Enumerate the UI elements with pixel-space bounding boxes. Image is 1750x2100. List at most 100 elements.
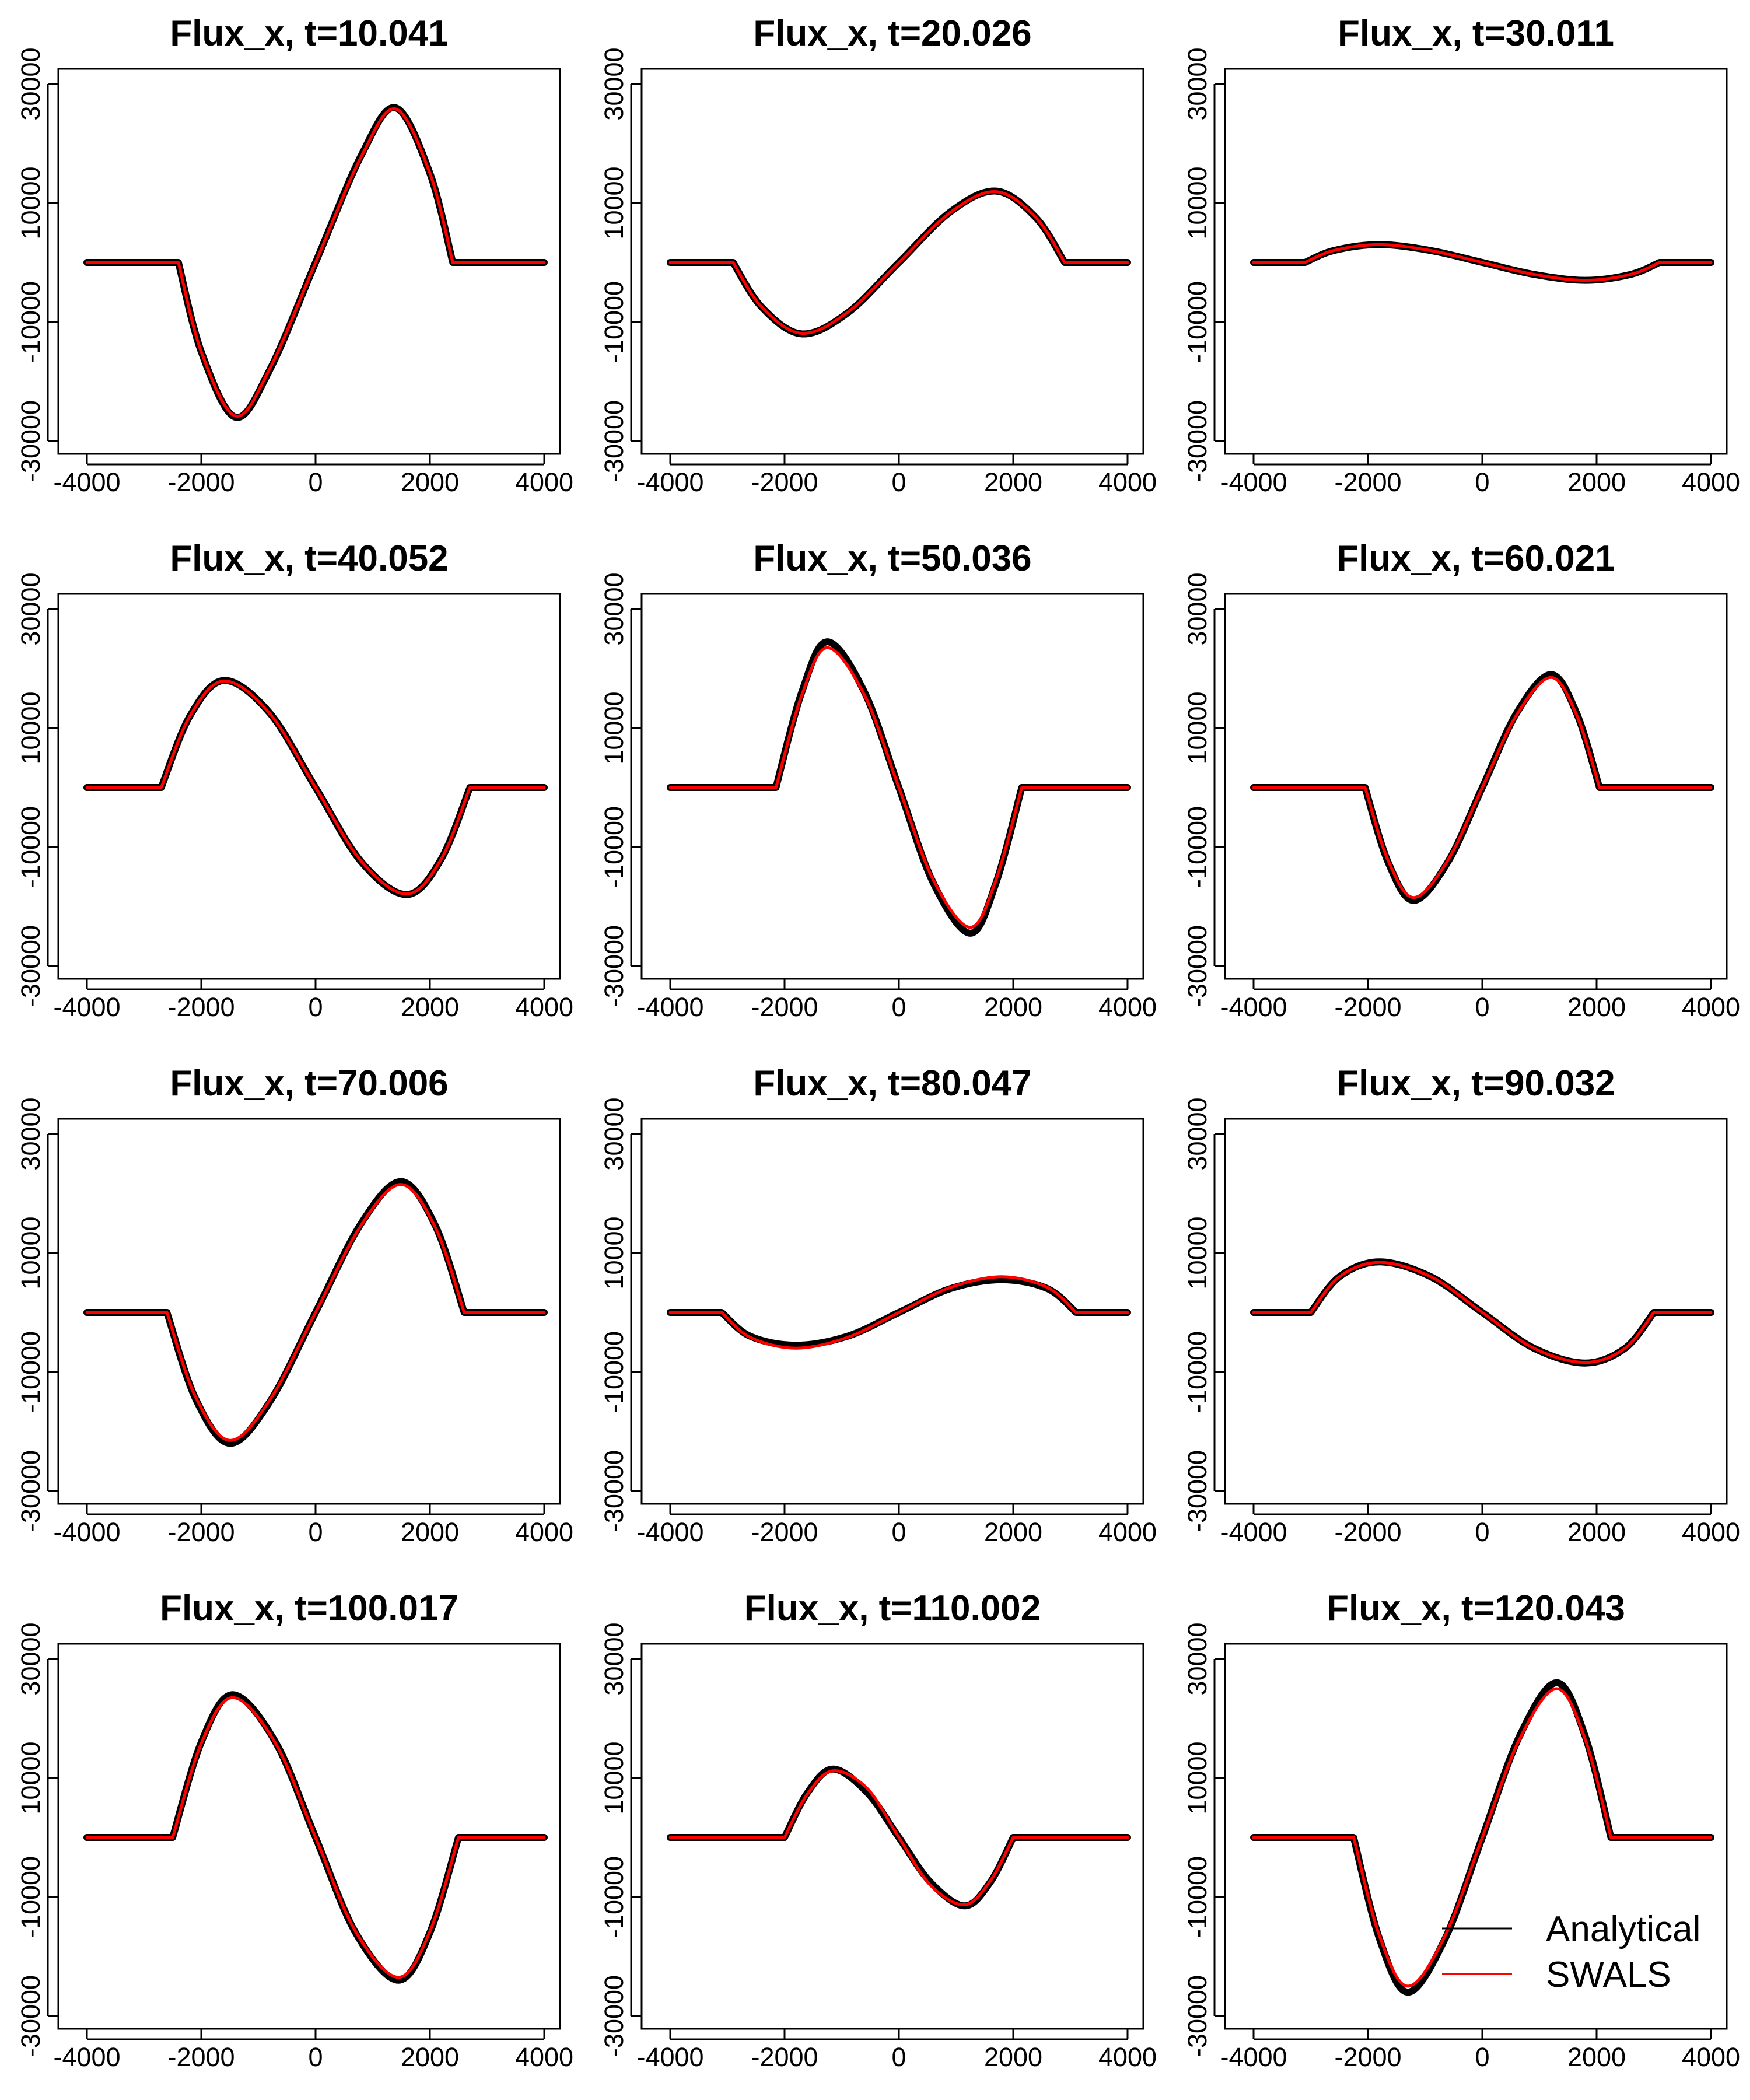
x-tick-label: -2000 bbox=[167, 992, 235, 1022]
x-tick-label: -2000 bbox=[167, 467, 235, 497]
x-tick-label: 0 bbox=[1475, 992, 1489, 1022]
x-tick-label: 0 bbox=[891, 1517, 906, 1547]
y-tick-label: 30000 bbox=[599, 572, 629, 645]
x-tick-label: -2000 bbox=[751, 467, 818, 497]
panel-title: Flux_x, t=30.011 bbox=[1338, 13, 1614, 54]
y-tick-label: 10000 bbox=[16, 691, 46, 764]
panel-6: Flux_x, t=60.021 -4000 -2000 0 2000 4000 -3000… bbox=[1182, 538, 1740, 1022]
x-tick-label: -2000 bbox=[1334, 992, 1401, 1022]
x-tick-label: 4000 bbox=[515, 992, 573, 1022]
x-tick-label: 0 bbox=[308, 992, 323, 1022]
panel-title: Flux_x, t=90.032 bbox=[1336, 1063, 1615, 1104]
y-tick-label: -30000 bbox=[599, 1975, 629, 2057]
x-tick-label: -4000 bbox=[636, 992, 704, 1022]
y-tick-label: 10000 bbox=[599, 1216, 629, 1289]
x-tick-label: 4000 bbox=[1682, 467, 1740, 497]
y-tick-label: -30000 bbox=[599, 400, 629, 482]
y-tick-label: -10000 bbox=[1182, 1331, 1212, 1413]
x-tick-label: 4000 bbox=[1098, 2042, 1157, 2072]
x-tick-label: -2000 bbox=[167, 1517, 235, 1547]
plot-frame bbox=[640, 1643, 1144, 2030]
y-tick-label: -30000 bbox=[1182, 400, 1212, 482]
x-tick-label: 0 bbox=[1475, 467, 1489, 497]
panel-8: Flux_x, t=80.047 -4000 -2000 0 2000 4000 -3000… bbox=[599, 1063, 1157, 1547]
x-tick-label: 4000 bbox=[1682, 992, 1740, 1022]
x-tick-label: 0 bbox=[308, 2042, 323, 2072]
series-line-swals bbox=[1252, 1687, 1713, 1988]
plot-frame bbox=[640, 68, 1144, 455]
series-line-swals bbox=[668, 1275, 1129, 1350]
x-tick-label: 2000 bbox=[1567, 992, 1626, 1022]
y-tick-label: 10000 bbox=[1182, 1216, 1212, 1289]
y-tick-label: 30000 bbox=[1182, 572, 1212, 645]
x-tick-label: 2000 bbox=[1567, 2042, 1626, 2072]
x-tick-label: -2000 bbox=[1334, 467, 1401, 497]
y-tick-label: -30000 bbox=[1182, 925, 1212, 1007]
y-tick-label: 30000 bbox=[16, 47, 46, 120]
x-tick-label: -4000 bbox=[1220, 467, 1287, 497]
x-tick-label: 0 bbox=[891, 467, 906, 497]
y-tick-label: 10000 bbox=[16, 1216, 46, 1289]
y-tick-label: 10000 bbox=[16, 166, 46, 239]
x-tick-label: 4000 bbox=[515, 1517, 573, 1547]
series-line-swals bbox=[85, 107, 546, 418]
x-tick-label: 0 bbox=[891, 992, 906, 1022]
legend-label: SWALS bbox=[1546, 1955, 1671, 1995]
series-line-swals bbox=[1252, 1261, 1713, 1364]
x-tick-label: -2000 bbox=[167, 2042, 235, 2072]
x-tick-label: -4000 bbox=[636, 2042, 704, 2072]
panel-title: Flux_x, t=120.043 bbox=[1326, 1588, 1625, 1629]
series-line-swals bbox=[85, 1696, 546, 1979]
x-tick-label: 2000 bbox=[401, 2042, 459, 2072]
panel-title: Flux_x, t=10.041 bbox=[170, 13, 448, 54]
panel-10: Flux_x, t=100.017 -4000 -2000 0 2000 4000 -300… bbox=[16, 1588, 573, 2072]
series-line-swals bbox=[85, 1183, 546, 1442]
panel-title: Flux_x, t=60.021 bbox=[1336, 538, 1615, 579]
y-tick-label: -10000 bbox=[599, 806, 629, 888]
panel-12: Flux_x, t=120.043 -4000 -2000 0 2000 4000 -300… bbox=[1182, 1588, 1740, 2072]
panel-1: Flux_x, t=10.041 -4000 -2000 0 2000 4000 -3000… bbox=[16, 13, 573, 497]
y-tick-label: -10000 bbox=[16, 1331, 46, 1413]
y-tick-label: -10000 bbox=[1182, 1856, 1212, 1938]
plot-frame bbox=[57, 593, 561, 980]
legend: Analytical SWALS bbox=[1442, 1909, 1700, 1995]
y-tick-label: -30000 bbox=[599, 1450, 629, 1532]
x-tick-label: -4000 bbox=[636, 1517, 704, 1547]
panel-5: Flux_x, t=50.036 -4000 -2000 0 2000 4000 -3000… bbox=[599, 538, 1157, 1022]
x-tick-label: -4000 bbox=[53, 1517, 120, 1547]
y-tick-label: -10000 bbox=[1182, 806, 1212, 888]
y-tick-label: 10000 bbox=[599, 1741, 629, 1814]
x-tick-label: -2000 bbox=[1334, 2042, 1401, 2072]
y-tick-label: 30000 bbox=[599, 47, 629, 120]
panel-title: Flux_x, t=40.052 bbox=[170, 538, 448, 579]
panel-title: Flux_x, t=80.047 bbox=[753, 1063, 1031, 1104]
x-tick-label: 0 bbox=[308, 1517, 323, 1547]
y-tick-label: -30000 bbox=[16, 400, 46, 482]
y-tick-label: 10000 bbox=[1182, 166, 1212, 239]
panel-7: Flux_x, t=70.006 -4000 -2000 0 2000 4000 -3000… bbox=[16, 1063, 573, 1547]
panel-11: Flux_x, t=110.002 -4000 -2000 0 2000 4000 -300… bbox=[599, 1588, 1157, 2072]
y-tick-label: 10000 bbox=[599, 166, 629, 239]
x-tick-label: 0 bbox=[1475, 2042, 1489, 2072]
x-tick-label: 2000 bbox=[984, 992, 1042, 1022]
x-tick-label: 4000 bbox=[1098, 1517, 1157, 1547]
x-tick-label: 2000 bbox=[401, 992, 459, 1022]
y-tick-label: 30000 bbox=[16, 1097, 46, 1170]
plot-frame bbox=[1224, 68, 1728, 455]
x-tick-label: 4000 bbox=[1098, 467, 1157, 497]
y-tick-label: -10000 bbox=[599, 1856, 629, 1938]
y-tick-label: 30000 bbox=[599, 1097, 629, 1170]
x-tick-label: 2000 bbox=[984, 2042, 1042, 2072]
series-line-swals bbox=[85, 679, 546, 896]
series-line-swals bbox=[668, 1769, 1129, 1906]
y-tick-label: -30000 bbox=[16, 925, 46, 1007]
y-tick-label: -30000 bbox=[599, 925, 629, 1007]
x-tick-label: 4000 bbox=[1682, 1517, 1740, 1547]
panel-4: Flux_x, t=40.052 -4000 -2000 0 2000 4000 -3000… bbox=[16, 538, 573, 1022]
x-tick-label: -2000 bbox=[751, 1517, 818, 1547]
plot-frame bbox=[1224, 1643, 1728, 2030]
plot-frame bbox=[1224, 1118, 1728, 1505]
y-tick-label: 30000 bbox=[16, 572, 46, 645]
y-tick-label: 30000 bbox=[1182, 47, 1212, 120]
x-tick-label: 4000 bbox=[1682, 2042, 1740, 2072]
